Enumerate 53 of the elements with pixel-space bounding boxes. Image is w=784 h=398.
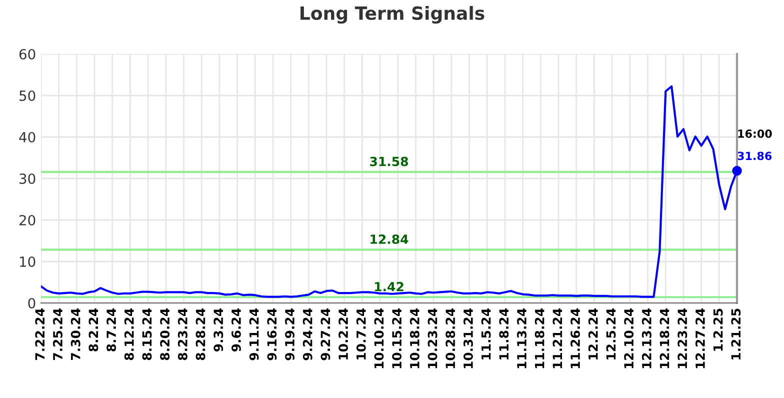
annotation: 31.86 (738, 152, 772, 160)
x-tick-label: 10.15.24 (392, 308, 402, 368)
x-tick-label: 12.10.24 (624, 308, 634, 368)
x-tick-label: 8.2.24 (88, 308, 98, 352)
x-tick-label: 10.23.24 (428, 308, 438, 368)
x-tick-label: 10.31.24 (463, 308, 473, 368)
x-tick-label: 9.27.24 (320, 308, 330, 360)
x-tick-label: 10.18.24 (410, 308, 420, 368)
x-tick-label: 12.27.24 (695, 308, 705, 368)
x-tick-label: 8.15.24 (142, 308, 152, 360)
x-tick-label: 9.16.24 (267, 308, 277, 360)
x-tick-label: 12.18.24 (660, 308, 670, 368)
y-tick-label: 50 (20, 90, 36, 101)
x-tick-label: 7.22.24 (35, 308, 44, 360)
x-tick-label: 8.12.24 (124, 308, 134, 360)
x-tick-label: 7.30.24 (70, 308, 80, 360)
x-tick-label: 9.6.24 (231, 308, 241, 352)
x-tick-label: 12.5.24 (606, 308, 616, 360)
x-tick-label: 10.2.24 (338, 308, 348, 360)
ref-line-label: 1.42 (374, 282, 404, 292)
ref-line-label: 31.58 (370, 156, 408, 166)
annotation: 16:00 (738, 129, 772, 138)
x-tick-label: 11.13.24 (517, 308, 526, 368)
x-tick-label: 8.7.24 (106, 308, 116, 352)
x-tick-label: 1.21.25 (731, 308, 741, 360)
x-tick-label: 10.28.24 (446, 308, 456, 368)
x-tick-label: 8.20.24 (160, 308, 170, 360)
x-tick-label: 10.7.24 (356, 308, 366, 360)
x-tick-label: 1.2.25 (713, 308, 723, 351)
x-tick-label: 12.23.24 (678, 308, 688, 368)
y-tick-label: 30 (20, 173, 36, 184)
y-tick-label: 40 (19, 132, 36, 142)
x-tick-label: 12.2.24 (588, 308, 598, 360)
x-tick-label: 12.13.24 (642, 308, 652, 368)
ref-line-label: 12.84 (370, 234, 408, 244)
x-tick-label: 11.26.24 (570, 308, 580, 368)
x-tick-label: 8.28.24 (196, 308, 206, 360)
y-tick-label: 20 (19, 214, 36, 226)
y-tick-label: 10 (20, 256, 36, 267)
x-tick-label: 9.3.24 (214, 308, 224, 352)
chart-title: Long Term Signals (300, 6, 484, 24)
x-tick-label: 11.8.24 (499, 308, 509, 360)
x-tick-label: 9.24.24 (302, 308, 312, 360)
x-tick-label: 8.23.24 (178, 308, 188, 360)
x-tick-label: 9.19.24 (285, 308, 294, 360)
y-tick-label: 60 (19, 48, 36, 60)
x-tick-label: 11.18.24 (534, 308, 544, 368)
x-tick-label: 9.11.24 (249, 308, 259, 360)
y-tick-label: 0 (28, 298, 36, 308)
x-tick-label: 7.25.24 (53, 308, 62, 360)
x-tick-label: 11.21.24 (552, 308, 562, 368)
x-tick-label: 11.5.24 (481, 308, 491, 360)
x-tick-label: 10.10.24 (374, 308, 384, 368)
